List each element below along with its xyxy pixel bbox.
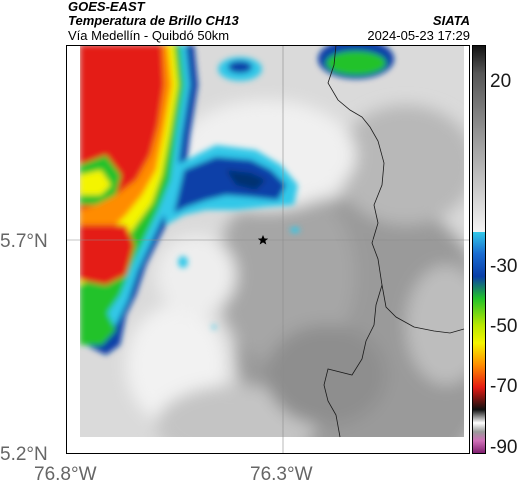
lon-tick-76-8: 76.8°W: [34, 464, 97, 485]
colorbar-tick-minus90: -90: [490, 437, 518, 458]
colorbar-cold-segment: [472, 232, 486, 454]
star-icon: [257, 235, 269, 245]
lat-tick-5-7: 5.7°N: [0, 231, 48, 252]
colorbar-tick-minus50: -50: [490, 316, 518, 337]
left-margin: [66, 45, 80, 454]
colorbar: [472, 45, 486, 454]
admin-border-south: [323, 284, 383, 438]
admin-border-north: [327, 45, 465, 334]
colorbar-warm-segment: [472, 45, 486, 232]
colorbar-frame: [472, 45, 486, 454]
lon-tick-76-3: 76.3°W: [250, 464, 313, 485]
map-frame: [66, 45, 470, 454]
convective-core: [80, 45, 394, 355]
product-title: Temperatura de Brillo CH13: [68, 13, 239, 28]
lat-tick-5-2: 5.2°N: [0, 444, 48, 465]
colorbar-tick-minus30: -30: [490, 256, 518, 277]
agency-label: SIATA: [432, 13, 470, 28]
satellite-name: GOES-EAST: [68, 0, 145, 14]
brightness-temperature-map: [66, 45, 470, 454]
colorbar-tick-minus70: -70: [490, 376, 518, 397]
datetime-label: 2024-05-23 17:29: [367, 28, 470, 43]
route-subtitle: Vía Medellín - Quibdó 50km: [68, 28, 230, 43]
colorbar-tick-20: 20: [490, 71, 512, 92]
right-margin: [464, 45, 470, 454]
bottom-margin: [66, 437, 470, 454]
